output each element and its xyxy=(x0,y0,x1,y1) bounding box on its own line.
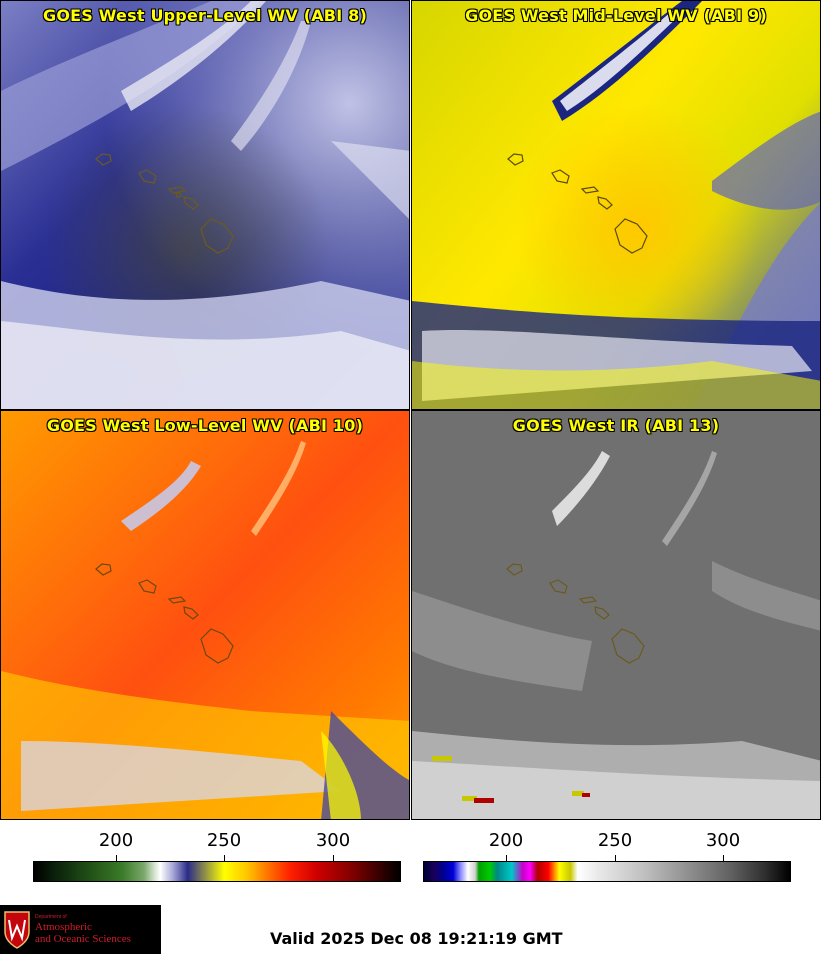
wv-tick-label-300: 300 xyxy=(315,830,351,851)
ir-tick-mark xyxy=(506,855,507,861)
uw-crest-icon xyxy=(4,911,30,949)
low-level-wv-image xyxy=(1,411,409,819)
panel-upper-level-wv: GOES West Upper-Level WV (ABI 8) xyxy=(0,0,410,410)
panel-ir: GOES West IR (ABI 13) xyxy=(411,410,821,820)
wv-colorbar xyxy=(33,861,401,882)
panel-mid-level-wv: GOES West Mid-Level WV (ABI 9) xyxy=(411,0,821,410)
mid-level-wv-image xyxy=(412,1,820,409)
panel-title-abi10: GOES West Low-Level WV (ABI 10) xyxy=(46,416,364,435)
ir-colorbar xyxy=(423,861,791,882)
panel-title-abi8: GOES West Upper-Level WV (ABI 8) xyxy=(43,6,367,25)
panel-title-abi9: GOES West Mid-Level WV (ABI 9) xyxy=(465,6,767,25)
ir-image xyxy=(412,411,820,819)
valid-time: Valid 2025 Dec 08 19:21:19 GMT xyxy=(270,929,563,948)
wv-tick-label-250: 250 xyxy=(206,830,242,851)
panel-low-level-wv: GOES West Low-Level WV (ABI 10) xyxy=(0,410,410,820)
ir-tick-label-250: 250 xyxy=(597,830,633,851)
upper-level-wv-image xyxy=(1,1,409,409)
ir-tick-label-200: 200 xyxy=(488,830,524,851)
ir-tick-label-300: 300 xyxy=(705,830,741,851)
ir-tick-mark xyxy=(615,855,616,861)
aos-logo: Department of Atmospheric and Oceanic Sc… xyxy=(0,905,161,954)
wv-tick-mark xyxy=(333,855,334,861)
logo-name-line2: and Oceanic Sciences xyxy=(35,933,131,945)
wv-tick-mark xyxy=(224,855,225,861)
wv-tick-label-200: 200 xyxy=(98,830,134,851)
panel-title-abi13: GOES West IR (ABI 13) xyxy=(512,416,720,435)
wv-tick-mark xyxy=(116,855,117,861)
logo-dept-text: Department of xyxy=(35,914,67,920)
ir-tick-mark xyxy=(723,855,724,861)
logo-name-line1: Atmospheric xyxy=(35,921,92,933)
